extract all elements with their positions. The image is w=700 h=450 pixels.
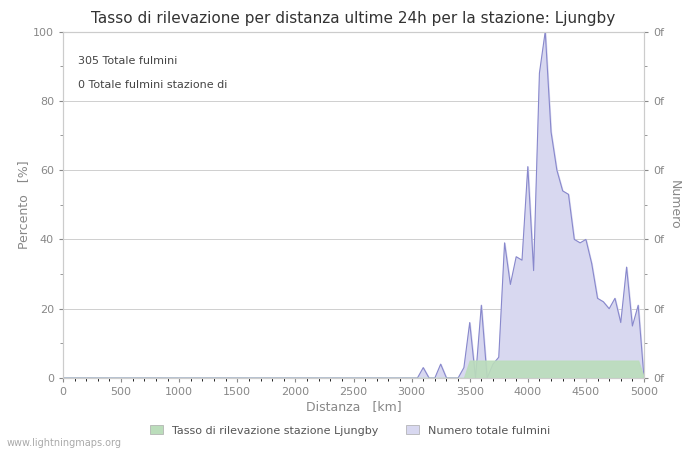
- Title: Tasso di rilevazione per distanza ultime 24h per la stazione: Ljungby: Tasso di rilevazione per distanza ultime…: [92, 11, 615, 26]
- Text: www.lightningmaps.org: www.lightningmaps.org: [7, 438, 122, 448]
- Text: 0 Totale fulmini stazione di: 0 Totale fulmini stazione di: [78, 80, 227, 90]
- Legend: Tasso di rilevazione stazione Ljungby, Numero totale fulmini: Tasso di rilevazione stazione Ljungby, N…: [145, 421, 555, 440]
- Y-axis label: Percento   [%]: Percento [%]: [18, 161, 30, 249]
- Text: 305 Totale fulmini: 305 Totale fulmini: [78, 56, 177, 66]
- Y-axis label: Numero: Numero: [668, 180, 680, 230]
- X-axis label: Distanza   [km]: Distanza [km]: [306, 400, 401, 413]
